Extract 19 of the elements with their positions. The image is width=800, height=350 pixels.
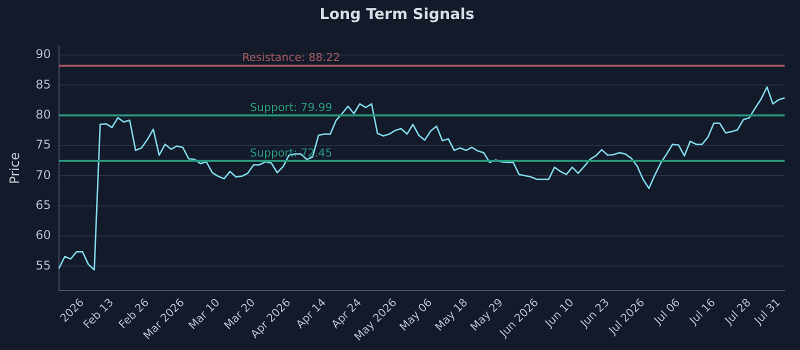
x-tick-label: Jul 31 [751,296,783,328]
x-tick-label: Jul 16 [686,296,718,328]
x-tick-label: Jul 06 [650,296,683,328]
y-tick-label: 65 [36,198,51,212]
x-tick-label: Apr 14 [294,296,329,331]
y-tick-label: 55 [36,258,51,272]
x-tick-label: Jul 28 [722,296,754,328]
ref-line-label: Resistance: 88.22 [242,51,340,64]
y-tick-label: 80 [36,108,51,122]
ref-line-label: Support: 79.99 [250,100,332,114]
x-tick-label: Jun 10 [542,296,576,330]
chart-title: Long Term Signals [320,4,474,23]
y-tick-label: 90 [36,47,51,62]
y-tick-label: 85 [36,77,51,92]
y-axis-title: Price [8,152,24,184]
y-tick-label: 60 [36,228,51,242]
x-tick-label: Mar 10 [186,296,222,332]
y-tick-label: 75 [36,138,51,152]
y-tick-label: 70 [36,168,51,182]
